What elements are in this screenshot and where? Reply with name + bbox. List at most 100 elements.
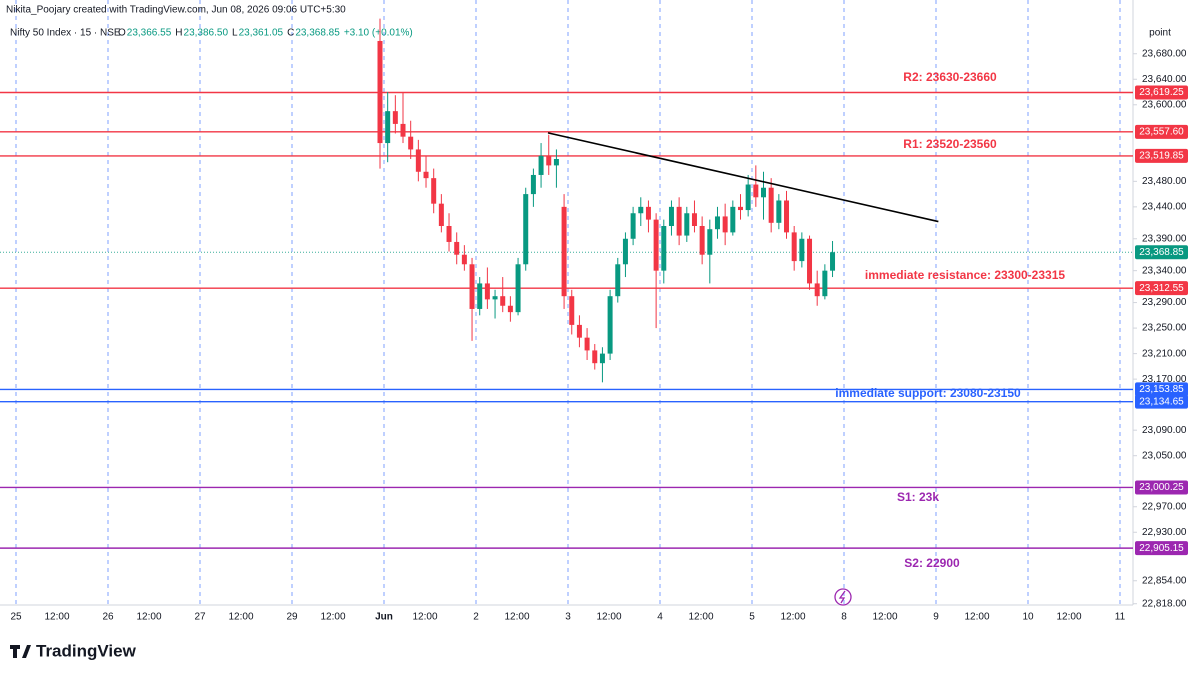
- ohlc-key: O: [118, 28, 126, 39]
- x-tick-label: 12:00: [964, 612, 989, 623]
- candle-body: [454, 241, 460, 255]
- price-tag: [1135, 85, 1188, 100]
- y-tick-label: 23,600.00: [1142, 99, 1187, 110]
- candle-body: [830, 252, 836, 271]
- y-tick-label: 23,090.00: [1142, 425, 1187, 436]
- price-tag: [1135, 382, 1188, 397]
- candle-body: [599, 353, 605, 364]
- candle-body: [461, 254, 467, 265]
- x-tick-label: 12:00: [412, 612, 437, 623]
- candle-body: [737, 206, 743, 211]
- y-tick-label: 23,640.00: [1142, 74, 1187, 85]
- x-tick-label: 27: [194, 612, 206, 623]
- logo-mark: [10, 645, 31, 658]
- y-tick-label: 23,210.00: [1142, 348, 1187, 359]
- candle-body: [500, 296, 506, 306]
- x-tick-label: 10: [1022, 612, 1034, 623]
- x-tick-label: 9: [933, 612, 939, 623]
- candle-body: [676, 206, 682, 236]
- x-tick-label: 12:00: [688, 612, 713, 623]
- ohlc-change: +3.10 (+0.01%): [344, 28, 413, 39]
- candle-body: [645, 206, 651, 220]
- annotation: immediate resistance: 23300-23315: [865, 268, 1065, 282]
- y-tick-label: 23,390.00: [1142, 233, 1187, 244]
- x-tick-label: 12:00: [1056, 612, 1081, 623]
- candle-body: [377, 40, 383, 144]
- symbol: Nifty 50 Index · 15 · NSE: [10, 28, 121, 39]
- candle-body: [515, 264, 521, 313]
- credit: Nikita_Poojary created with TradingView.…: [6, 5, 346, 16]
- candle-body: [791, 232, 797, 262]
- candle-body: [761, 187, 766, 198]
- ohlc-value: 23,386.50: [184, 28, 229, 39]
- candle-body: [768, 187, 774, 223]
- x-tick-label: 2: [473, 612, 479, 623]
- y-tick-label: 23,440.00: [1142, 202, 1187, 213]
- price-tag: [1135, 480, 1188, 495]
- candle-body: [431, 178, 437, 204]
- candle-body: [714, 216, 720, 230]
- price-tag: [1135, 281, 1188, 296]
- price-tag-label: 23,134.65: [1139, 396, 1184, 407]
- x-tick-label: 4: [657, 612, 663, 623]
- candle-body: [661, 226, 667, 271]
- grid-layer: [15, 0, 1121, 605]
- candle-body: [691, 213, 697, 227]
- replay-icon[interactable]: [834, 588, 852, 606]
- axis-unit[interactable]: point: [1149, 28, 1171, 39]
- price-tag-label: 23,619.25: [1139, 87, 1184, 98]
- y-tick-label: 23,250.00: [1142, 323, 1187, 334]
- price-tag-label: 23,557.60: [1139, 126, 1184, 137]
- candle-body: [553, 159, 559, 166]
- ohlc-key: L: [232, 28, 238, 39]
- candle-body: [730, 206, 736, 233]
- annotation: R2: 23630-23660: [903, 70, 997, 84]
- x-tick-label: 12:00: [44, 612, 69, 623]
- trendline: [547, 132, 939, 223]
- x-tick-label: 3: [565, 612, 571, 623]
- price-tag: [1135, 124, 1188, 139]
- candle-body: [576, 324, 582, 338]
- candle-body: [784, 200, 790, 233]
- candle-body: [584, 337, 590, 351]
- candle-body: [569, 296, 575, 325]
- candle-body: [423, 171, 429, 179]
- x-tick-label: 12:00: [228, 612, 253, 623]
- candle-body: [822, 270, 828, 297]
- y-tick-label: 23,480.00: [1142, 176, 1187, 187]
- price-tag-label: 23,312.55: [1139, 283, 1184, 294]
- x-tick-label: 12:00: [504, 612, 529, 623]
- annotation: R1: 23520-23560: [903, 137, 997, 151]
- candle-body: [668, 206, 674, 227]
- candle-body: [392, 111, 398, 124]
- price-tag-label: 22,905.15: [1139, 543, 1184, 554]
- y-tick-label: 22,970.00: [1142, 501, 1187, 512]
- candle-body: [776, 200, 782, 223]
- x-tick-label: 12:00: [780, 612, 805, 623]
- ohlc-value: 23,366.55: [127, 28, 172, 39]
- x-tick-label: 12:00: [596, 612, 621, 623]
- y-tick-label: 22,854.00: [1142, 575, 1187, 586]
- candle-body: [684, 213, 690, 236]
- x-tick-label: 12:00: [872, 612, 897, 623]
- candle-body: [400, 123, 406, 137]
- candle-body: [469, 264, 475, 309]
- candle-body: [415, 149, 421, 172]
- ohlc-value: 23,361.05: [239, 28, 284, 39]
- candle-body: [699, 226, 705, 255]
- y-tick-label: 22,818.00: [1142, 598, 1187, 609]
- price-tag: [1135, 148, 1188, 163]
- candle-body: [446, 226, 452, 242]
- y-tick-label: 23,170.00: [1142, 374, 1187, 385]
- candle-body: [607, 296, 613, 354]
- annotation: S1: 23k: [897, 490, 939, 504]
- ohlc-value: 23,368.85: [295, 28, 340, 39]
- ohlc-key: H: [175, 28, 182, 39]
- x-tick-label: 12:00: [136, 612, 161, 623]
- icon-bolt: [838, 590, 846, 604]
- price-tag-label: 23,000.25: [1139, 482, 1184, 493]
- y-tick-label: 22,930.00: [1142, 527, 1187, 538]
- x-tick-label: 8: [841, 612, 847, 623]
- icon-circle: [834, 588, 852, 606]
